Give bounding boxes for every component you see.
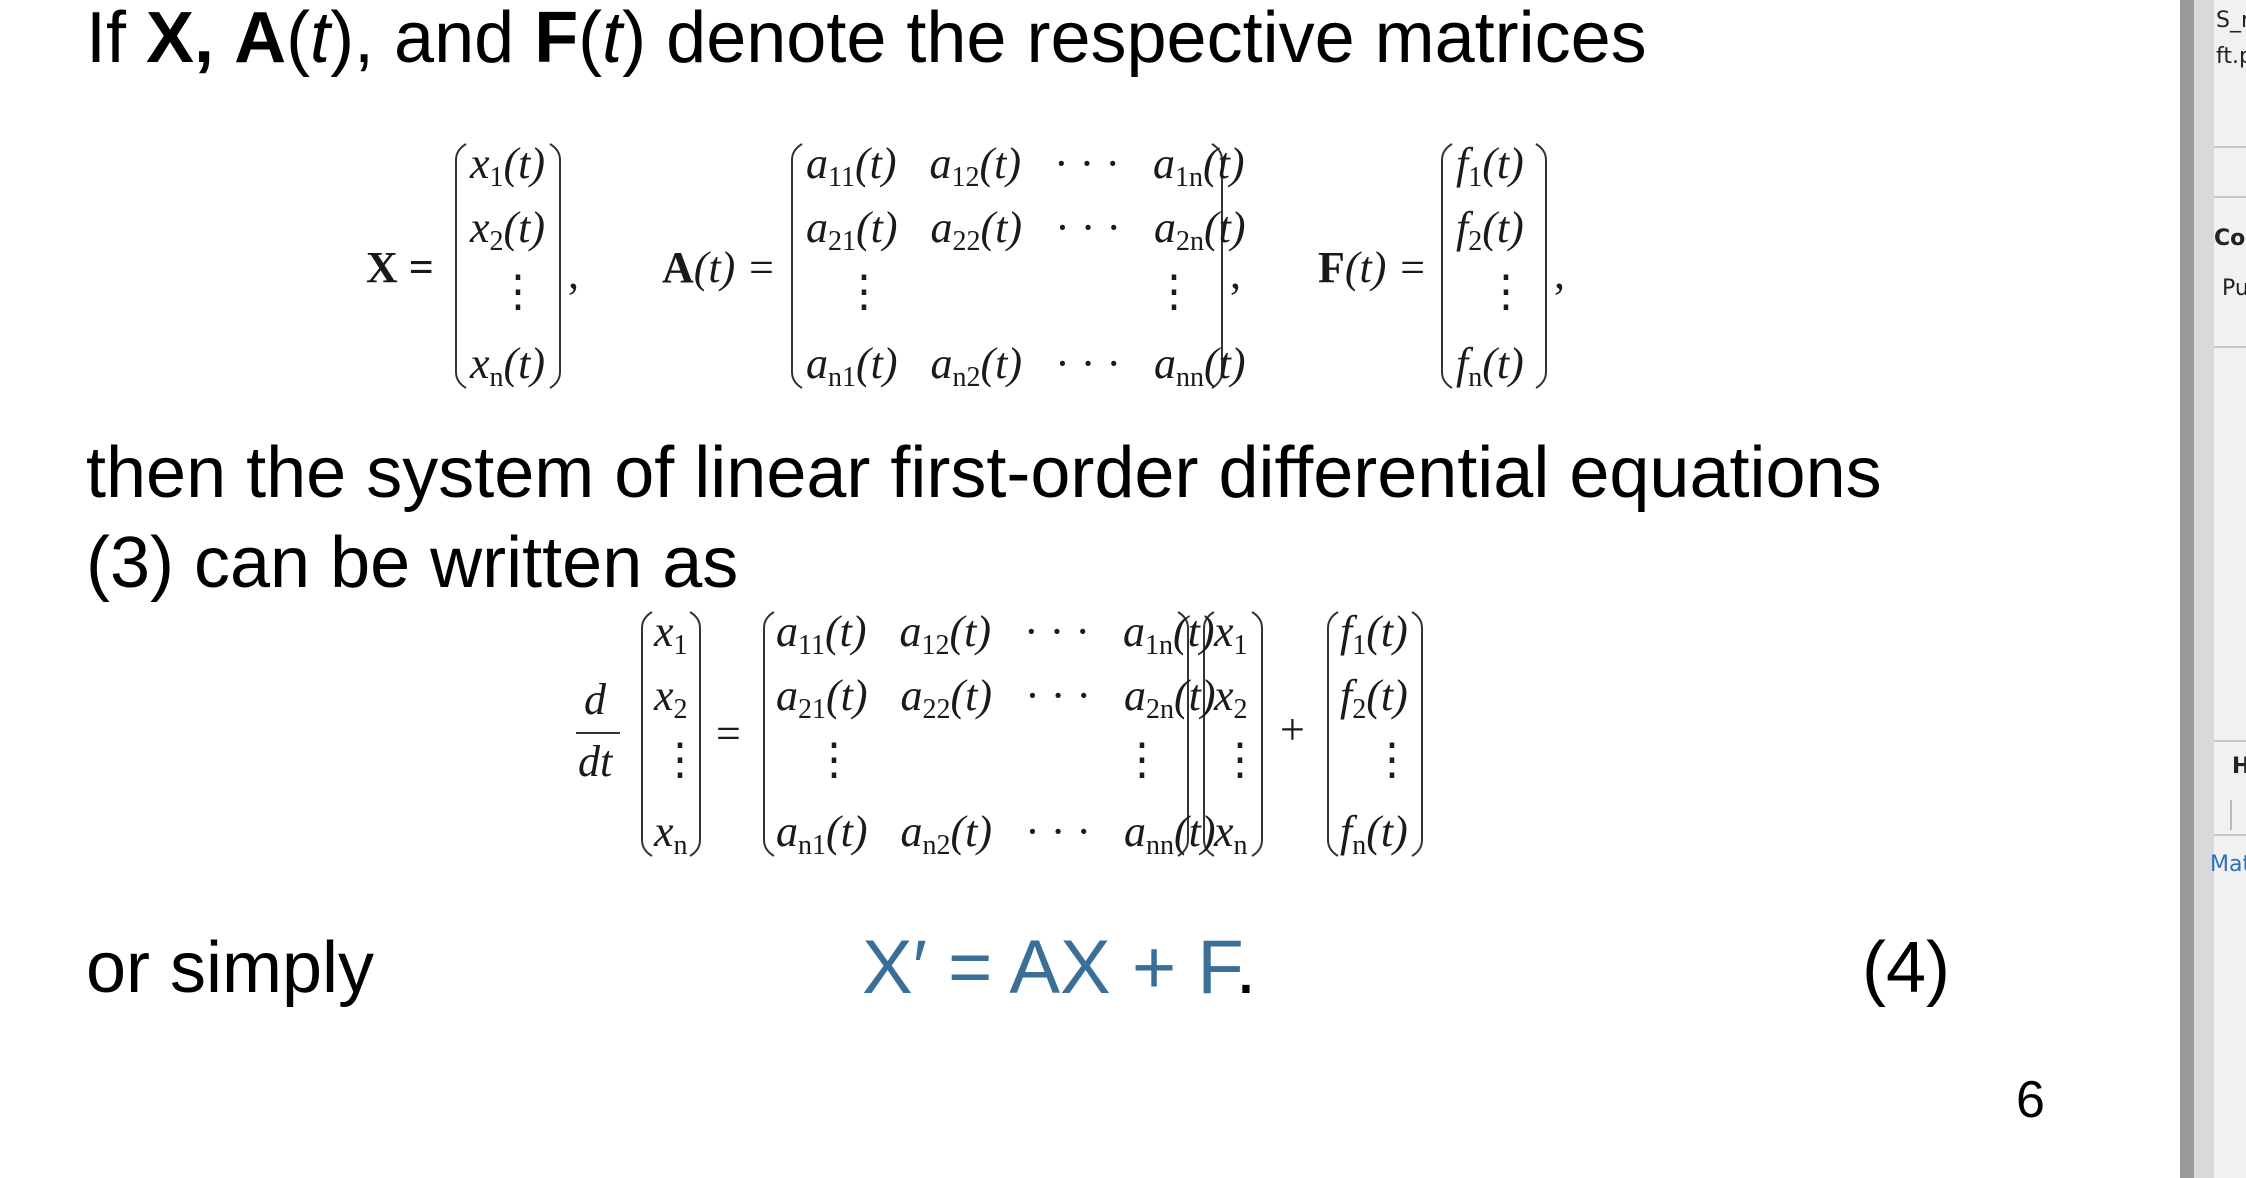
intro-a: A [234, 0, 287, 78]
intro-t2: t [602, 0, 623, 78]
x-def-comma: , [568, 249, 579, 298]
side-panel-divider-5 [2214, 834, 2246, 836]
rhs-a-vdots-left: ⋮ [812, 735, 856, 784]
intro-line: If X, A(t), and F(t) denote the respecti… [86, 0, 1647, 76]
a-def-row-n: an1(t) an2(t) · · · ann(t) [806, 339, 1246, 393]
x-def-entry-2: x2(t) [470, 203, 546, 257]
intro-a-close: ), and [330, 0, 535, 78]
x-def-entry-1: x1(t) [470, 139, 546, 193]
x-def-entry-n: xn(t) [470, 339, 546, 393]
f-def-entry-2: f2(t) [1456, 203, 1524, 257]
intro-f-open: ( [578, 0, 603, 78]
page-number: 6 [2016, 1071, 2045, 1129]
simple-equation: X′ = AX + F. [862, 925, 1257, 1010]
rhs-x-n: xn [1214, 807, 1248, 861]
a-def-label: A(t) = [662, 243, 777, 292]
intro-x: X, [146, 0, 215, 78]
rhs-f-1: f1(t) [1340, 607, 1408, 661]
plus-sign: + [1280, 705, 1305, 754]
a-def-row-2: a21(t) a22(t) · · · a2n(t) [806, 203, 1246, 257]
side-panel-scrollbar[interactable] [2180, 0, 2194, 1178]
deriv-d: d [584, 675, 606, 724]
f-def-label: F(t) = [1318, 243, 1428, 292]
rhs-a-row-n: an1(t) an2(t) · · · ann(t) [776, 807, 1216, 861]
lhs-x-2: x2 [654, 671, 688, 725]
a-def-vdots-right: ⋮ [1152, 267, 1196, 316]
intro-rest: ) denote the respective matrices [622, 0, 1647, 78]
side-panel-link[interactable]: Mat [2210, 852, 2246, 877]
lhs-x-n: xn [654, 807, 688, 861]
rhs-a-row-1: a11(t) a12(t) · · · a1n(t) [776, 607, 1215, 661]
equation-number: (4) [1862, 928, 1950, 1008]
intro-text-if: If [86, 0, 147, 78]
side-panel-divider-1 [2214, 146, 2246, 148]
rhs-f-2: f2(t) [1340, 671, 1408, 725]
x-def-label: X = [366, 243, 434, 292]
lhs-vdots: ⋮ [658, 735, 702, 784]
rhs-x-1: x1 [1214, 607, 1248, 661]
side-panel-section: H [2232, 754, 2246, 779]
a-def-row-1: a11(t) a12(t) · · · a1n(t) [806, 139, 1245, 193]
matrix-brackets [455, 143, 1547, 857]
or-simply-text: or simply [86, 928, 375, 1008]
side-panel-file-1[interactable]: S_r [2216, 8, 2246, 33]
side-panel-item[interactable]: Pu [2222, 276, 2246, 301]
equals-sign: = [716, 709, 741, 758]
side-panel-divider-3 [2214, 346, 2246, 348]
side-panel-divider-2 [2214, 196, 2246, 198]
f-def-entry-n: fn(t) [1456, 339, 1524, 393]
rhs-a-row-2: a21(t) a22(t) · · · a2n(t) [776, 671, 1216, 725]
deriv-dt: dt [578, 737, 613, 786]
rhs-f-n: fn(t) [1340, 807, 1408, 861]
slide: If X, A(t), and F(t) denote the respecti… [86, 0, 2045, 1129]
a-def-comma: , [1230, 249, 1241, 298]
side-panel-divider-4 [2214, 740, 2246, 742]
rhs-f-vdots: ⋮ [1370, 735, 1414, 784]
rhs-x-2: x2 [1214, 671, 1248, 725]
lhs-x-1: x1 [654, 607, 688, 661]
intro-f: F [534, 0, 579, 78]
intro-t1: t [310, 0, 331, 78]
statement-line-2: (3) can be written as [86, 523, 739, 603]
f-def-vdots: ⋮ [1484, 267, 1528, 316]
x-def-vdots: ⋮ [496, 267, 540, 316]
a-def-vdots-left: ⋮ [842, 267, 886, 316]
rhs-x-vdots: ⋮ [1218, 735, 1262, 784]
side-panel-file-2[interactable]: ft.p [2216, 44, 2246, 69]
side-panel-heading: Co [2214, 226, 2246, 251]
f-def-comma: , [1554, 249, 1565, 298]
statement-line-1: then the system of linear first-order di… [86, 433, 1882, 513]
f-def-entry-1: f1(t) [1456, 139, 1524, 193]
intro-a-open: ( [286, 0, 311, 78]
side-panel-content [2214, 0, 2246, 1178]
rhs-a-vdots-right: ⋮ [1120, 735, 1164, 784]
side-panel-separator [2230, 800, 2232, 830]
